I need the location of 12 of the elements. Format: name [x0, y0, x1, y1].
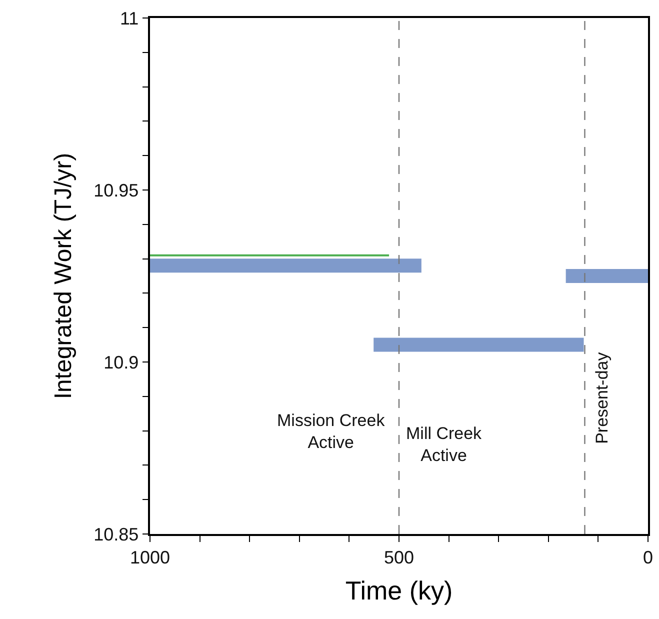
x-tick-label: 0 — [642, 547, 654, 568]
annotation: Present-day — [592, 352, 612, 444]
x-tick-label: 500 — [384, 547, 414, 568]
annotation: Mission Creek Active — [277, 411, 386, 452]
y-tick-label: 10.9 — [104, 352, 139, 372]
x-tick-label: 1000 — [130, 547, 170, 568]
y-tick-label: 10.95 — [94, 180, 139, 200]
y-axis-title: Integrated Work (TJ/yr) — [50, 152, 78, 400]
y-tick-label: 10.85 — [94, 524, 139, 544]
y-tick-label: 11 — [120, 8, 139, 28]
x-axis-title: Time (ky) — [345, 576, 453, 606]
annotation: Mill Creek Active — [406, 424, 482, 466]
